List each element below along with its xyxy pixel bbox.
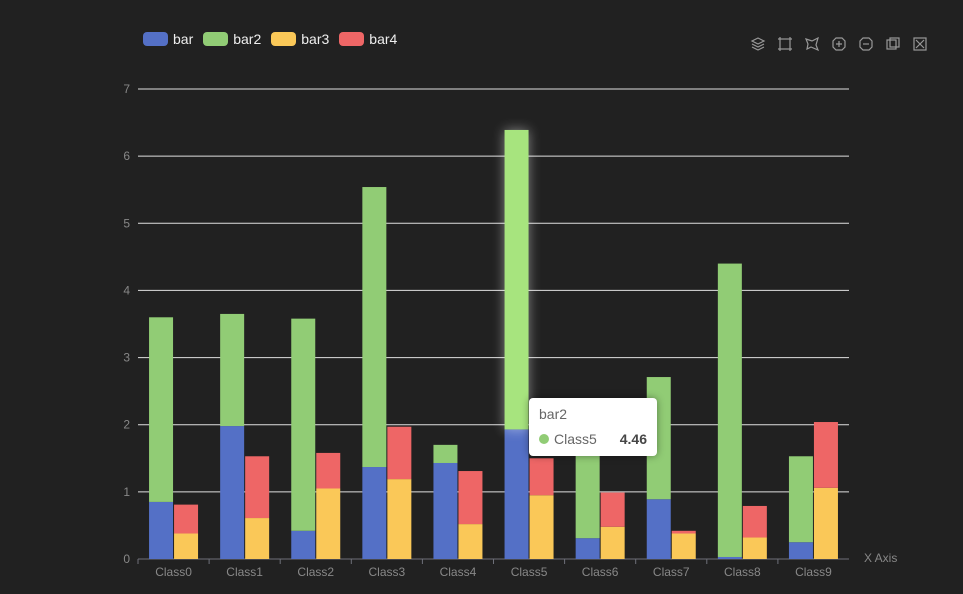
bar-bar3-Class2[interactable]	[316, 488, 341, 560]
bar-bar-Class6[interactable]	[575, 538, 600, 559]
y-tick-label: 0	[123, 552, 130, 566]
legend: bar bar2 bar3 bar4	[143, 31, 397, 47]
x-tick-label: Class7	[653, 565, 690, 579]
legend-item-bar2[interactable]: bar2	[203, 31, 261, 47]
toolbox	[749, 36, 929, 52]
tooltip-marker	[539, 434, 549, 444]
bar-bar2-Class2[interactable]	[291, 318, 316, 531]
x-tick-label: Class3	[369, 565, 406, 579]
bar-bar4-Class5[interactable]	[529, 458, 554, 496]
legend-swatch	[339, 32, 365, 46]
bar-bar2-Class5[interactable]	[504, 129, 529, 430]
bar-bar4-Class6[interactable]	[600, 492, 625, 527]
bar-bar2-Class1[interactable]	[220, 313, 245, 427]
tooltip-category: Class5	[554, 431, 597, 447]
legend-swatch	[143, 32, 168, 46]
y-tick-label: 1	[123, 485, 130, 499]
restore-icon[interactable]	[884, 36, 902, 52]
bars[interactable]	[149, 129, 838, 560]
bar-bar4-Class1[interactable]	[245, 456, 270, 519]
lasso-select-icon[interactable]	[803, 36, 821, 52]
y-tick-label: 7	[123, 82, 130, 96]
legend-label: bar	[173, 31, 194, 47]
legend-label: bar3	[301, 31, 330, 47]
y-tick-label: 5	[123, 216, 130, 230]
bar-bar4-Class3[interactable]	[387, 426, 412, 480]
bar-bar-Class1[interactable]	[220, 426, 245, 559]
x-tick-label: Class0	[155, 565, 192, 579]
bar-bar2-Class9[interactable]	[788, 456, 813, 543]
bar-bar-Class8[interactable]	[717, 556, 742, 559]
bar-bar-Class2[interactable]	[291, 530, 316, 559]
bar-bar3-Class8[interactable]	[742, 537, 767, 559]
bar-bar-Class4[interactable]	[433, 462, 458, 559]
bar-bar3-Class7[interactable]	[671, 533, 696, 559]
stack-icon[interactable]	[749, 36, 767, 52]
y-tick-label: 3	[123, 351, 130, 365]
bar-bar-Class9[interactable]	[788, 542, 813, 559]
x-tick-label: Class8	[724, 565, 761, 579]
bar-bar3-Class4[interactable]	[458, 524, 483, 559]
legend-item-bar4[interactable]: bar4	[339, 31, 397, 47]
y-tick-label: 2	[123, 418, 130, 432]
bar-bar3-Class1[interactable]	[245, 518, 270, 559]
keep-select-icon[interactable]	[830, 36, 848, 52]
bar-bar3-Class3[interactable]	[387, 479, 412, 559]
bar-bar3-Class0[interactable]	[174, 533, 199, 559]
x-tick-label: Class5	[511, 565, 548, 579]
bar-bar3-Class6[interactable]	[600, 526, 625, 559]
bar-bar4-Class0[interactable]	[174, 504, 199, 534]
y-tick-label: 4	[123, 283, 130, 297]
bar-bar4-Class4[interactable]	[458, 471, 483, 525]
legend-swatch	[271, 32, 297, 46]
bar-bar-Class5[interactable]	[504, 429, 529, 559]
legend-item-bar3[interactable]: bar3	[271, 31, 329, 47]
tooltip-value: 4.46	[619, 431, 647, 447]
bar-bar2-Class0[interactable]	[149, 317, 174, 502]
rect-select-icon[interactable]	[776, 36, 794, 52]
bar-bar4-Class2[interactable]	[316, 452, 341, 489]
bar-bar4-Class8[interactable]	[742, 505, 767, 538]
tooltip-series-name: bar2	[539, 406, 568, 422]
x-tick-label: Class1	[226, 565, 263, 579]
bar-bar4-Class9[interactable]	[813, 422, 838, 488]
tooltip: bar2 Class5 4.46	[529, 398, 657, 456]
x-tick-label: Class6	[582, 565, 619, 579]
legend-label: bar2	[233, 31, 262, 47]
x-tick-label: Class9	[795, 565, 832, 579]
bar-bar4-Class7[interactable]	[671, 530, 696, 534]
legend-swatch	[203, 32, 229, 46]
bar-bar3-Class5[interactable]	[529, 495, 554, 559]
grid-lines	[138, 88, 849, 560]
clear-icon[interactable]	[911, 36, 929, 52]
bar-bar-Class7[interactable]	[646, 499, 671, 559]
clear-select-icon[interactable]	[857, 36, 875, 52]
tooltip-row: Class5 4.46	[539, 431, 647, 447]
y-tick-label: 6	[123, 149, 130, 163]
bar-bar2-Class4[interactable]	[433, 444, 458, 463]
x-axis-name: X Axis	[864, 551, 897, 565]
legend-item-bar[interactable]: bar	[143, 31, 193, 47]
x-tick-label: Class4	[440, 565, 477, 579]
bar-bar-Class3[interactable]	[362, 467, 387, 559]
bar-bar2-Class3[interactable]	[362, 187, 387, 468]
bar-bar-Class0[interactable]	[149, 501, 174, 559]
bar-bar2-Class8[interactable]	[717, 263, 742, 557]
x-tick-label: Class2	[297, 565, 334, 579]
bar-bar2-Class6[interactable]	[575, 451, 600, 539]
legend-label: bar4	[369, 31, 398, 47]
y-axis-tick-labels: 0 1 2 3 4 5 6 7	[123, 82, 130, 566]
bar-bar3-Class9[interactable]	[813, 487, 838, 559]
x-axis-tick-labels: Class0 Class1 Class2 Class3 Class4 Class5 Clas…	[137, 559, 832, 579]
